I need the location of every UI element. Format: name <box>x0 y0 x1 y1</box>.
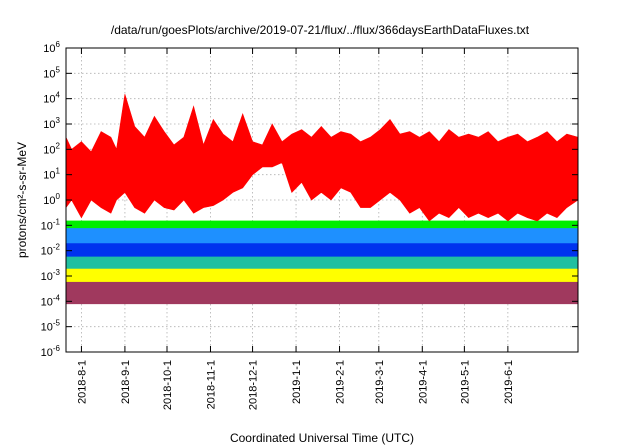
series-2-band <box>65 255 579 269</box>
plot-area <box>65 94 579 305</box>
axes: 10-6 10-5 10-4 10-3 10-2 10-1 100 101 102 103 104 1… <box>41 40 579 410</box>
chart-title: /data/run/goesPlots/archive/2019-07-21/f… <box>111 23 530 37</box>
y-tick-label: 10-1 <box>41 217 61 232</box>
x-axis-label: Coordinated Universal Time (UTC) <box>230 431 414 445</box>
x-tick-label: 2018-9-1 <box>120 360 132 404</box>
x-tick-label: 2019-4-1 <box>417 360 429 404</box>
series-0-band <box>65 281 579 305</box>
y-tick-label: 103 <box>43 116 60 131</box>
y-axis-label: protons/cm²-s-sr-MeV <box>15 142 29 258</box>
x-tick-label: 2019-3-1 <box>374 360 386 404</box>
y-tick-label: 10-2 <box>41 243 61 258</box>
series-4-band <box>65 227 579 244</box>
y-tick-label: 104 <box>43 91 60 106</box>
x-tick-label: 2019-5-1 <box>459 360 471 404</box>
x-tick-label: 2018-10-1 <box>162 360 174 410</box>
series-1-band <box>65 268 579 282</box>
y-tick-label: 105 <box>43 65 60 80</box>
x-tick-label: 2018-8-1 <box>76 360 88 404</box>
y-tick-label: 10-5 <box>41 319 61 334</box>
y-tick-label: 100 <box>43 192 60 207</box>
x-tick-label: 2019-6-1 <box>503 360 515 404</box>
series-5-band <box>65 220 579 229</box>
y-tick-label: 106 <box>43 40 60 55</box>
y-tick-label: 10-3 <box>41 268 61 283</box>
y-tick-label: 10-4 <box>41 293 61 308</box>
x-tick-label: 2018-11-1 <box>205 360 217 409</box>
y-tick-label: 101 <box>43 167 60 182</box>
y-tick-label: 102 <box>43 141 60 156</box>
x-tick-label: 2018-12-1 <box>248 360 260 410</box>
series-3-band <box>65 242 579 257</box>
x-tick-label: 2019-2-1 <box>335 360 347 404</box>
y-tick-label: 10-6 <box>41 344 61 359</box>
plot-frame <box>65 47 579 353</box>
x-tick-label: 2019-1-1 <box>291 360 303 404</box>
series-6-band <box>65 94 579 222</box>
